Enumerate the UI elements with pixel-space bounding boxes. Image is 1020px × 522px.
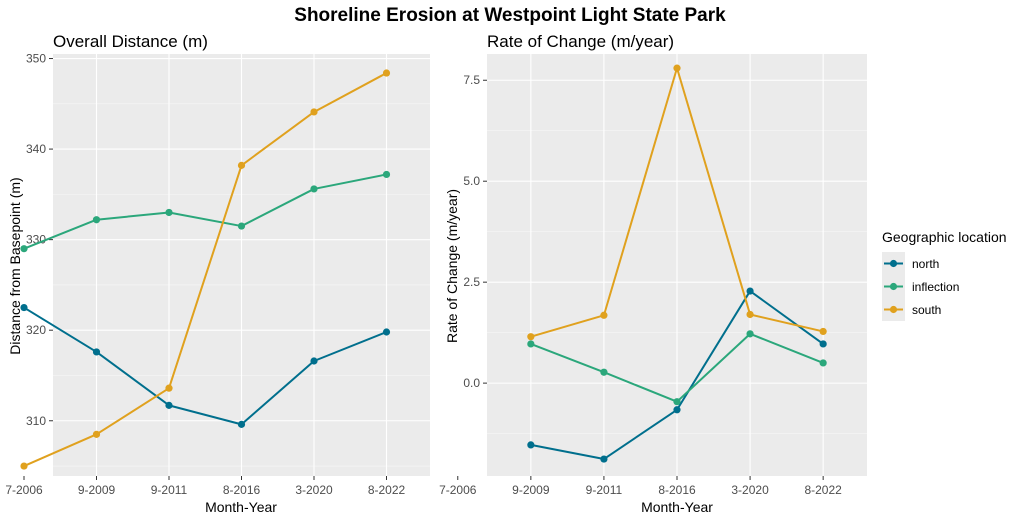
legend: Geographic location north inflection south xyxy=(882,229,1007,321)
y-tick-label-distance: 320 xyxy=(26,323,46,337)
point-inflection-8-2022-distance xyxy=(382,170,391,179)
point-inflection-3-2020-rate xyxy=(746,330,754,338)
point-inflection-3-2020-distance xyxy=(310,185,318,193)
point-south-8-2022-rate xyxy=(819,327,827,336)
legend-label-south: south xyxy=(912,303,941,317)
point-inflection-8-2016-rate xyxy=(673,398,681,406)
x-tick-label-8-2022-distance: 8-2022 xyxy=(368,483,406,497)
point-north-8-2016-distance xyxy=(237,420,246,428)
x-tick-label-7-2006-distance: 7-2006 xyxy=(5,483,43,497)
legend-label-inflection: inflection xyxy=(912,280,959,294)
point-south-9-2009-rate xyxy=(527,333,535,341)
point-inflection-9-2009-rate xyxy=(527,340,535,348)
y-tick-label-rate: 2.5 xyxy=(463,275,480,289)
legend-title: Geographic location xyxy=(882,229,1007,245)
point-north-9-2011-rate xyxy=(600,455,608,463)
point-north-8-2022-rate xyxy=(819,340,827,348)
point-south-9-2011-rate xyxy=(600,311,608,319)
point-north-9-2011-distance xyxy=(165,401,173,409)
panel-overall-distance: 310 320 330 340 350 7-2006 9-2009 9-2011 8-2016 3… xyxy=(5,32,430,515)
y-tick-label-distance: 340 xyxy=(26,142,46,156)
y-tick-label-rate: 7.5 xyxy=(463,73,480,87)
legend-key-point-north xyxy=(889,259,898,268)
plot-area-distance: 310 320 330 340 350 7-2006 9-2009 9-2011 8-2016 3… xyxy=(5,52,430,497)
point-inflection-7-2006-distance xyxy=(20,245,28,253)
main-title: Shoreline Erosion at Westpoint Light Sta… xyxy=(294,5,726,26)
x-tick-label-9-2009-distance: 9-2009 xyxy=(78,483,116,497)
series-line-north-distance xyxy=(23,306,387,426)
point-south-7-2006-distance xyxy=(20,462,28,470)
point-south-8-2022-distance xyxy=(382,69,391,77)
x-tick-label-3-2020-distance: 3-2020 xyxy=(295,483,333,497)
y-axis-title-distance: Distance from Basepoint (m) xyxy=(7,177,23,354)
x-tick-label-9-2011-distance: 9-2011 xyxy=(151,483,188,497)
x-tick-label-8-2022-rate: 8-2022 xyxy=(804,483,842,497)
y-tick-label-rate: 0.0 xyxy=(463,376,480,390)
panel-rate-of-change: 0.0 2.5 5.0 7.5 7-2006 9-2009 9-2011 8-2016 3-20… xyxy=(439,32,867,515)
x-tick-label-7-2006-rate: 7-2006 xyxy=(439,483,477,497)
point-inflection-8-2022-rate xyxy=(819,359,827,367)
series-line-inflection-distance xyxy=(23,173,387,250)
point-south-9-2011-distance xyxy=(165,384,173,392)
point-inflection-9-2009-distance xyxy=(92,216,101,224)
point-south-3-2020-distance xyxy=(310,108,318,116)
legend-key-point-south xyxy=(889,305,898,314)
y-tick-label-rate: 5.0 xyxy=(463,174,480,188)
point-north-8-2022-distance xyxy=(382,328,391,336)
x-tick-label-3-2020-rate: 3-2020 xyxy=(731,483,769,497)
x-tick-label-8-2016-rate: 8-2016 xyxy=(658,483,696,497)
y-tick-label-distance: 330 xyxy=(26,233,46,247)
panel-title-rate-of-change: Rate of Change (m/year) xyxy=(487,32,674,51)
point-inflection-9-2011-rate xyxy=(600,368,608,376)
x-axis-title-rate: Month-Year xyxy=(641,499,713,515)
plot-area-rate: 0.0 2.5 5.0 7.5 7-2006 9-2009 9-2011 8-2016 3-20… xyxy=(439,54,867,497)
panel-title-overall-distance: Overall Distance (m) xyxy=(53,32,208,51)
point-north-3-2020-distance xyxy=(310,357,318,365)
point-south-8-2016-rate xyxy=(673,64,681,72)
point-inflection-8-2016-distance xyxy=(237,222,246,230)
point-inflection-9-2011-distance xyxy=(165,208,173,217)
x-tick-label-9-2009-rate: 9-2009 xyxy=(512,483,550,497)
y-tick-label-distance: 350 xyxy=(26,52,46,66)
point-north-9-2009-rate xyxy=(527,441,535,449)
point-south-9-2009-distance xyxy=(92,430,101,438)
x-tick-label-9-2011-rate: 9-2011 xyxy=(586,483,623,497)
point-north-7-2006-distance xyxy=(20,303,28,312)
point-south-3-2020-rate xyxy=(746,310,754,319)
point-north-3-2020-rate xyxy=(746,287,754,295)
point-north-8-2016-rate xyxy=(673,406,681,414)
series-line-south-distance xyxy=(23,72,387,467)
point-south-8-2016-distance xyxy=(237,161,246,169)
legend-label-north: north xyxy=(912,257,939,271)
point-north-9-2009-distance xyxy=(92,348,101,356)
y-axis-title-rate: Rate of Change (m/year) xyxy=(444,189,460,343)
y-tick-label-distance: 310 xyxy=(26,414,46,428)
x-axis-title-distance: Month-Year xyxy=(205,499,277,515)
legend-key-point-inflection xyxy=(889,282,898,291)
x-tick-label-8-2016-distance: 8-2016 xyxy=(223,483,261,497)
